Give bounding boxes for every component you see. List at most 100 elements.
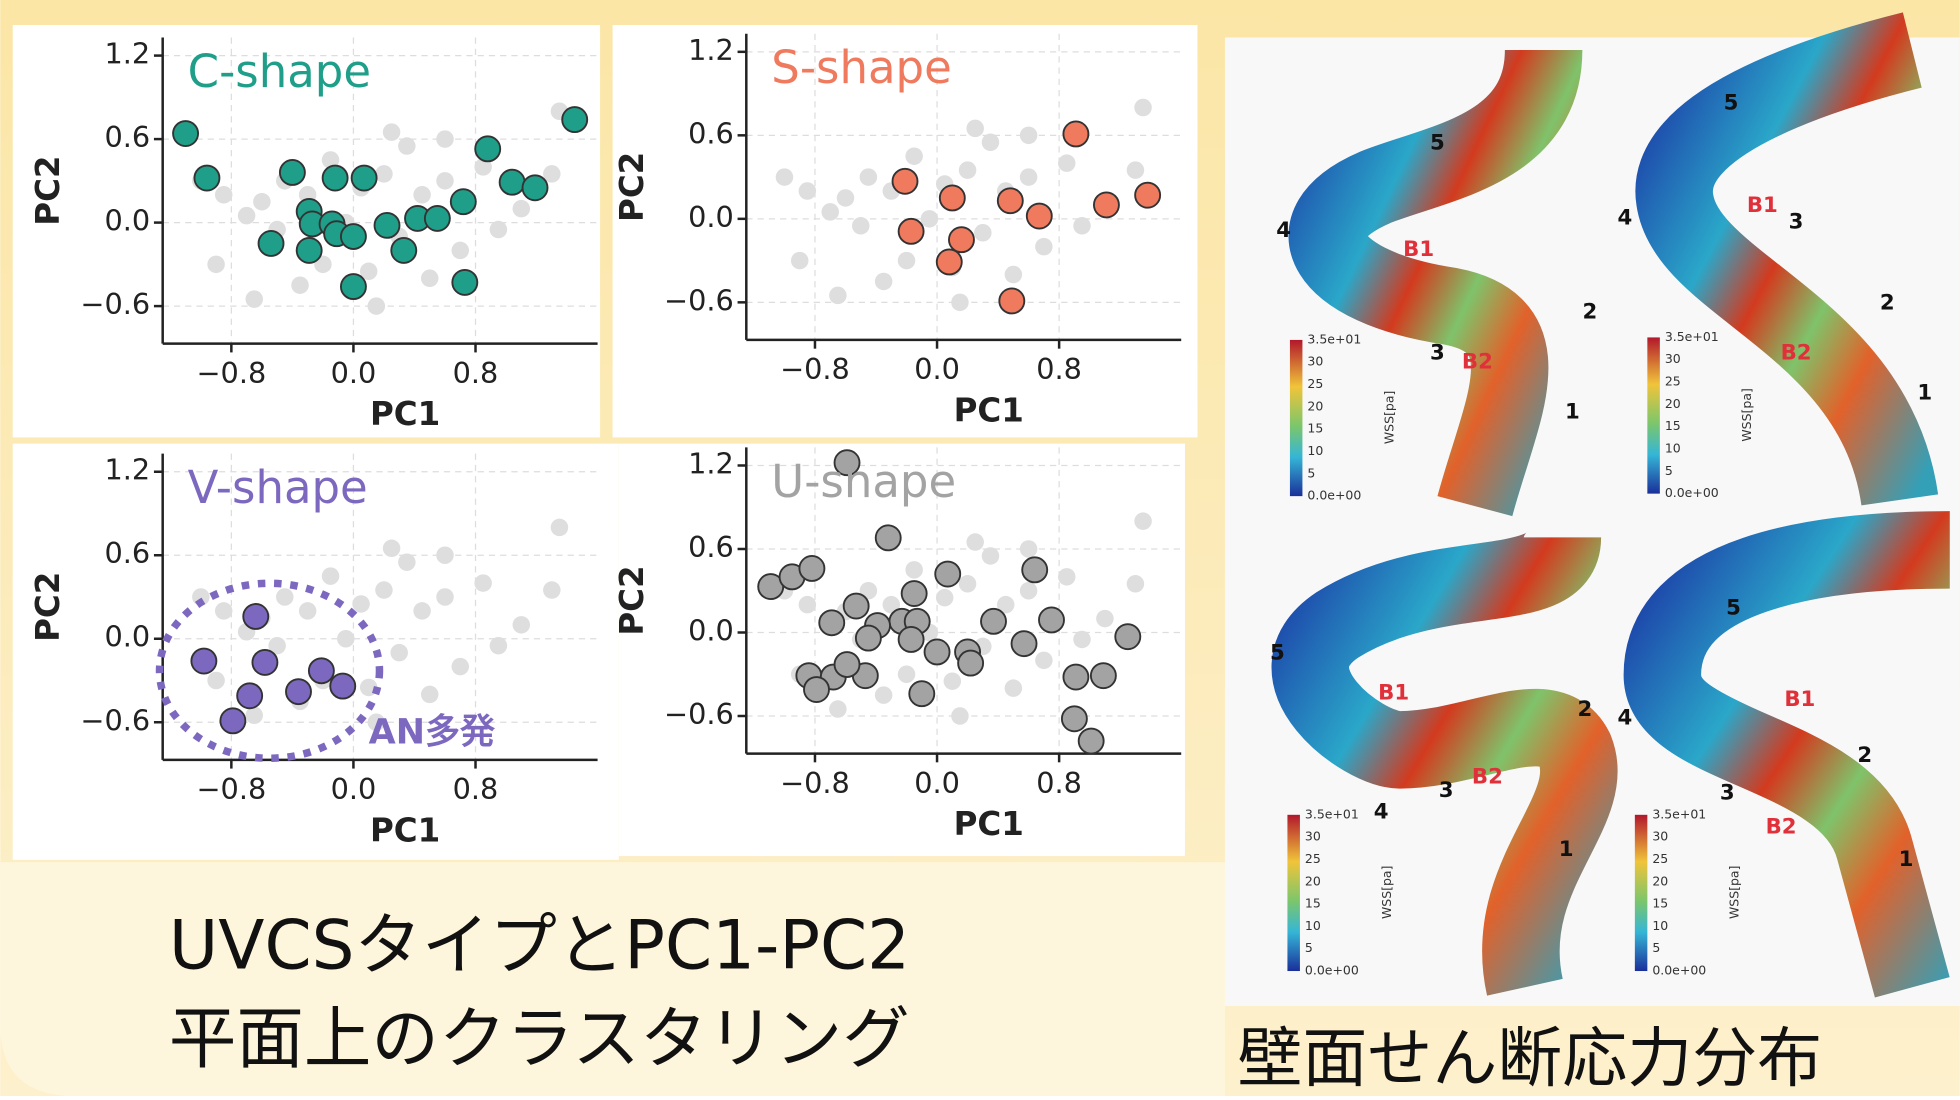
point — [1035, 651, 1053, 670]
point — [874, 524, 902, 552]
colorbar-label: WSS[pa] — [1381, 391, 1396, 445]
point — [329, 672, 357, 700]
point — [543, 165, 561, 183]
y-tick-label: 0.0 — [688, 200, 734, 234]
colorbar — [1289, 339, 1303, 497]
colorbar-tick: 10 — [1665, 441, 1681, 456]
point — [958, 161, 977, 179]
point — [550, 518, 569, 537]
point — [842, 592, 870, 620]
point — [923, 638, 951, 666]
colorbar-tick: 25 — [1665, 374, 1681, 389]
point — [268, 636, 286, 655]
x-tick-label: 0.8 — [453, 772, 499, 806]
colorbar-tick: 5 — [1665, 463, 1673, 478]
point — [996, 187, 1024, 215]
point — [897, 626, 925, 653]
section-label: 3 — [1789, 209, 1804, 234]
point — [382, 123, 401, 141]
point — [1019, 126, 1038, 145]
point — [276, 588, 294, 606]
point — [1038, 606, 1065, 634]
colorbar-label: WSS[pa] — [1726, 866, 1741, 920]
point — [451, 657, 469, 676]
chart-title: S-shape — [771, 41, 951, 94]
section-label: 4 — [1617, 206, 1632, 231]
point — [339, 223, 367, 250]
point — [1073, 217, 1091, 235]
section-label: 2 — [1577, 697, 1592, 722]
y-tick-label: −0.6 — [664, 697, 734, 731]
point — [1004, 679, 1023, 697]
section-label: 1 — [1565, 399, 1580, 424]
point — [1073, 630, 1091, 649]
point — [375, 581, 393, 599]
colorbar-tick: 20 — [1665, 396, 1681, 411]
point — [897, 251, 916, 270]
x-axis-label: PC1 — [370, 395, 440, 433]
colorbar-tick: 10 — [1307, 443, 1323, 458]
point — [1025, 202, 1053, 230]
point — [891, 167, 919, 195]
y-axis-label: PC2 — [613, 152, 651, 222]
point — [339, 273, 367, 301]
section-label: B2 — [1766, 814, 1797, 839]
point — [359, 262, 378, 281]
point — [398, 137, 416, 155]
point — [874, 686, 893, 704]
vessel — [1271, 529, 1618, 996]
y-axis-label: PC2 — [29, 572, 67, 642]
point — [1134, 181, 1162, 209]
x-axis-label: PC1 — [954, 805, 1024, 843]
y-tick-label: 1.2 — [688, 33, 734, 67]
point — [938, 184, 966, 212]
point — [543, 581, 561, 599]
point — [352, 595, 370, 613]
point — [253, 192, 271, 211]
annotation: AN多発 — [369, 712, 496, 752]
point — [798, 182, 817, 200]
point — [451, 241, 469, 260]
point — [373, 211, 401, 239]
point — [382, 539, 401, 558]
point — [449, 188, 477, 216]
section-label: 3 — [1720, 781, 1735, 806]
point — [321, 567, 340, 585]
point — [821, 203, 839, 221]
point — [375, 165, 393, 183]
colorbar — [1647, 337, 1660, 494]
x-tick-label: 0.8 — [1036, 352, 1082, 386]
point — [859, 168, 878, 186]
x-tick-label: −0.8 — [780, 352, 850, 386]
point — [474, 158, 492, 176]
colorbar-tick: 10 — [1652, 918, 1668, 933]
colorbar-tick: 3.5e+01 — [1652, 806, 1706, 821]
point — [1019, 168, 1038, 186]
chart-title: U-shape — [771, 455, 956, 508]
caption: 平面上のクラスタリング — [169, 999, 910, 1078]
point — [798, 595, 817, 614]
point — [790, 251, 809, 270]
point — [854, 624, 882, 652]
point — [423, 204, 451, 232]
y-tick-label: 0.0 — [104, 204, 150, 238]
point — [321, 164, 349, 192]
colorbar-tick: 3.5e+01 — [1305, 806, 1359, 821]
caption-area — [0, 862, 1225, 1096]
x-tick-label: 0.8 — [453, 356, 499, 390]
vessels — [1271, 12, 1950, 998]
section-label: B1 — [1378, 681, 1409, 706]
point — [291, 276, 309, 294]
point — [207, 255, 225, 274]
point — [951, 707, 969, 725]
point — [966, 533, 984, 551]
point — [998, 287, 1026, 315]
point — [833, 651, 861, 678]
colorbar-tick: 10 — [1305, 918, 1321, 933]
point — [798, 555, 826, 582]
point — [951, 293, 969, 312]
point — [298, 602, 317, 620]
colorbar-tick: 15 — [1652, 896, 1668, 911]
point — [367, 297, 386, 315]
point — [489, 636, 508, 655]
